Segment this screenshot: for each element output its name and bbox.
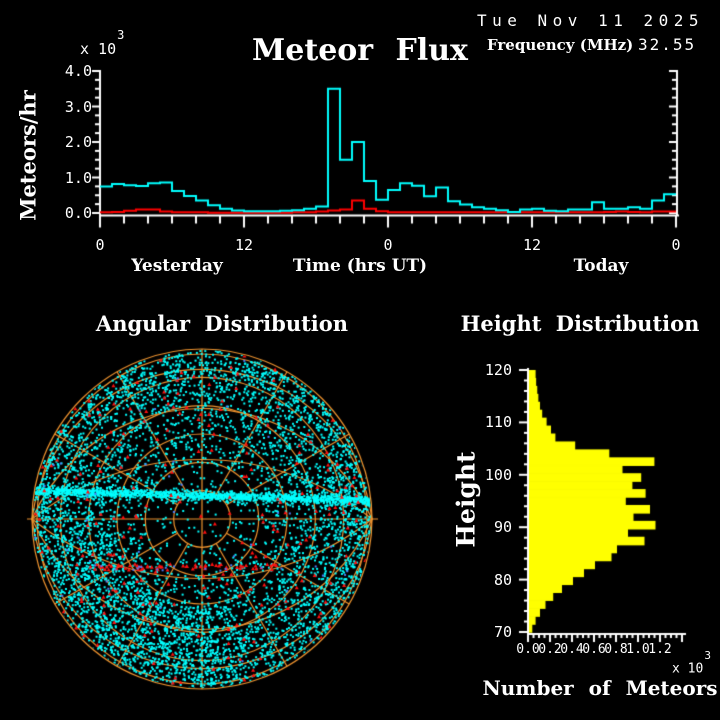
flux-y-scale-factor: x 103: [80, 28, 124, 58]
flux-y-tick-label: 4.0: [64, 62, 92, 80]
height-scale-exponent: 3: [704, 649, 711, 662]
flux-scale-base: x 10: [80, 40, 117, 58]
height-y-tick-label: 120: [484, 361, 512, 379]
height-x-axis-label: Number of Meteors: [482, 676, 718, 700]
height-x-tick-label: 1.0: [626, 642, 650, 657]
height-x-tick-label: 1.2: [648, 642, 672, 657]
page-title: Meteor Flux: [252, 33, 468, 68]
flux-x-tick-label: 0: [671, 236, 681, 254]
flux-x-tick-label: 12: [522, 236, 542, 254]
height-y-tick-label: 100: [484, 465, 512, 484]
flux-x-axis-label: Time (hrs UT): [292, 256, 428, 276]
flux-section-today: Today: [573, 256, 629, 276]
flux-x-tick-label: 12: [234, 236, 254, 254]
flux-y-tick-label: 1.0: [64, 168, 92, 187]
height-y-tick-label: 80: [493, 570, 512, 589]
date-display: Tue Nov 11 2025: [477, 11, 704, 30]
frequency-label: Frequency (MHz): [487, 36, 634, 54]
height-x-tick-label: 0.6: [582, 642, 606, 657]
height-scale-base: x 10: [672, 661, 704, 677]
flux-y-axis-label: Meteors/hr: [15, 90, 41, 221]
flux-y-tick-label: 0.0: [64, 204, 92, 222]
height-y-axis-label: Height: [451, 451, 481, 548]
height-y-tick-label: 110: [484, 413, 512, 432]
flux-y-tick-label: 2.0: [64, 133, 92, 151]
frequency-value: 32.55: [638, 35, 697, 54]
flux-x-tick-label: 0: [95, 236, 105, 254]
height-x-tick-label: 0.8: [604, 642, 628, 657]
height-x-scale-factor: x 103: [672, 649, 711, 677]
flux-section-yesterday: Yesterday: [131, 256, 223, 276]
height-x-tick-label: 0.2: [538, 642, 562, 657]
flux-scale-exponent: 3: [117, 28, 125, 42]
height-y-tick-label: 70: [493, 623, 512, 641]
angular-distribution-title: Angular Distribution: [95, 311, 349, 336]
height-x-tick-label: 0.0: [516, 642, 540, 657]
flux-x-tick-label: 0: [383, 236, 393, 254]
flux-y-tick-label: 3.0: [64, 97, 92, 116]
height-y-tick-label: 90: [493, 518, 512, 537]
height-x-tick-label: 0.4: [560, 642, 584, 657]
height-distribution-title: Height Distribution: [460, 311, 700, 336]
